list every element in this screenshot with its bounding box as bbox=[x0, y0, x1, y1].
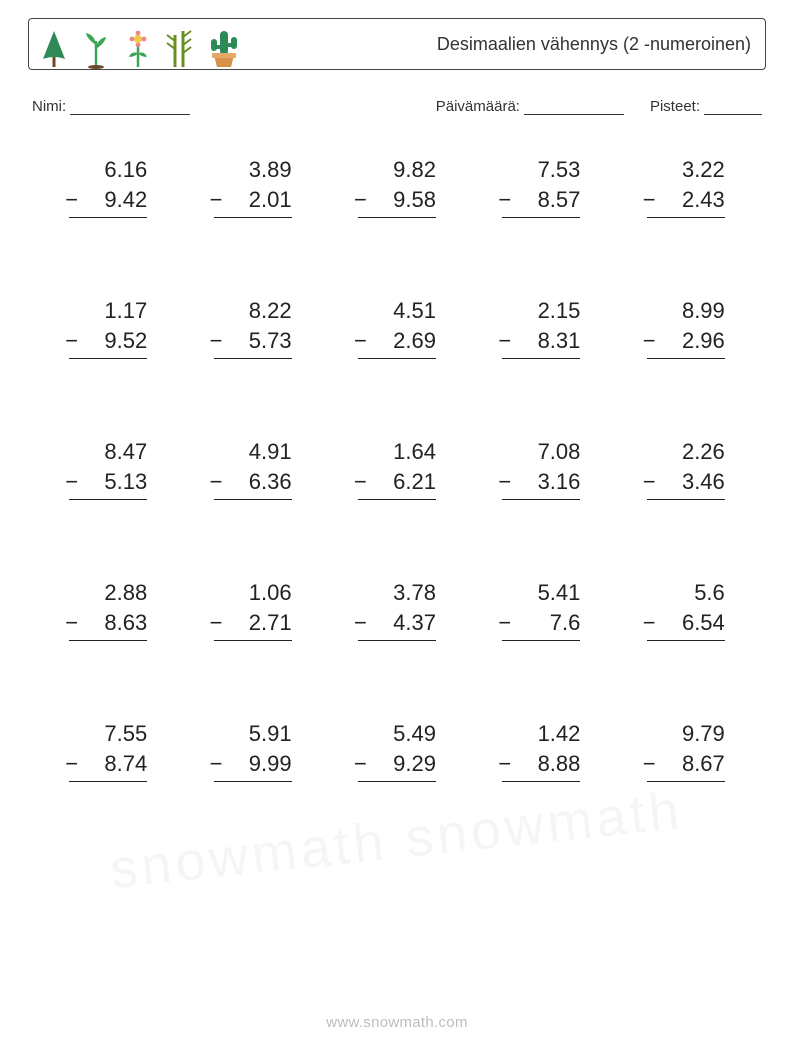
subtrahend: 9.99 bbox=[214, 749, 292, 782]
subtrahend: 9.52 bbox=[69, 326, 147, 359]
worksheet-page: Desimaalien vähennys (2 -numeroinen) Nim… bbox=[0, 0, 794, 1053]
subtrahend: 8.31 bbox=[502, 326, 580, 359]
minuend: 1.17 bbox=[69, 296, 147, 326]
minuend: 5.41 bbox=[502, 578, 580, 608]
problems-grid: 6.169.423.892.019.829.587.538.573.222.43… bbox=[28, 155, 766, 782]
minuend: 5.6 bbox=[647, 578, 725, 608]
problem: 7.083.16 bbox=[469, 437, 613, 500]
problem: 7.558.74 bbox=[36, 719, 180, 782]
subtrahend: 5.13 bbox=[69, 467, 147, 500]
minuend: 3.78 bbox=[358, 578, 436, 608]
subtrahend: 2.69 bbox=[358, 326, 436, 359]
subtrahend: 6.54 bbox=[647, 608, 725, 641]
minuend: 2.88 bbox=[69, 578, 147, 608]
minuend: 3.22 bbox=[647, 155, 725, 185]
problem: 4.512.69 bbox=[325, 296, 469, 359]
worksheet-title: Desimaalien vähennys (2 -numeroinen) bbox=[437, 34, 751, 55]
date-blank bbox=[524, 100, 624, 115]
header: Desimaalien vähennys (2 -numeroinen) bbox=[28, 18, 766, 70]
subtrahend: 2.96 bbox=[647, 326, 725, 359]
tree-icon bbox=[39, 29, 69, 69]
minuend: 8.99 bbox=[647, 296, 725, 326]
minuend: 7.08 bbox=[502, 437, 580, 467]
subtrahend: 2.01 bbox=[214, 185, 292, 218]
subtrahend: 8.57 bbox=[502, 185, 580, 218]
info-row: Nimi: Päivämäärä: Pisteet: bbox=[32, 98, 762, 115]
problem: 1.646.21 bbox=[325, 437, 469, 500]
problem: 8.475.13 bbox=[36, 437, 180, 500]
problem: 2.263.46 bbox=[614, 437, 758, 500]
score-label: Pisteet: bbox=[650, 98, 700, 115]
name-field: Nimi: bbox=[32, 98, 190, 115]
minuend: 4.91 bbox=[214, 437, 292, 467]
minuend: 1.64 bbox=[358, 437, 436, 467]
subtrahend: 9.29 bbox=[358, 749, 436, 782]
problem: 3.784.37 bbox=[325, 578, 469, 641]
score-blank bbox=[704, 100, 762, 115]
score-field: Pisteet: bbox=[650, 98, 762, 115]
minuend: 9.82 bbox=[358, 155, 436, 185]
subtrahend: 7.6 bbox=[502, 608, 580, 641]
minuend: 5.91 bbox=[214, 719, 292, 749]
minuend: 6.16 bbox=[69, 155, 147, 185]
bamboo-icon bbox=[165, 29, 195, 69]
problem: 8.225.73 bbox=[180, 296, 324, 359]
problem: 6.169.42 bbox=[36, 155, 180, 218]
subtrahend: 8.67 bbox=[647, 749, 725, 782]
subtrahend: 9.58 bbox=[358, 185, 436, 218]
problem: 5.66.54 bbox=[614, 578, 758, 641]
subtrahend: 8.74 bbox=[69, 749, 147, 782]
problem: 1.179.52 bbox=[36, 296, 180, 359]
subtrahend: 8.88 bbox=[502, 749, 580, 782]
minuend: 8.47 bbox=[69, 437, 147, 467]
header-icons bbox=[39, 19, 241, 69]
subtrahend: 5.73 bbox=[214, 326, 292, 359]
problem: 2.888.63 bbox=[36, 578, 180, 641]
problem: 3.892.01 bbox=[180, 155, 324, 218]
minuend: 7.53 bbox=[502, 155, 580, 185]
subtrahend: 2.43 bbox=[647, 185, 725, 218]
problem: 8.992.96 bbox=[614, 296, 758, 359]
problem: 1.062.71 bbox=[180, 578, 324, 641]
subtrahend: 6.21 bbox=[358, 467, 436, 500]
problem: 7.538.57 bbox=[469, 155, 613, 218]
problem: 3.222.43 bbox=[614, 155, 758, 218]
minuend: 7.55 bbox=[69, 719, 147, 749]
minuend: 9.79 bbox=[647, 719, 725, 749]
problem: 9.829.58 bbox=[325, 155, 469, 218]
subtrahend: 9.42 bbox=[69, 185, 147, 218]
subtrahend: 3.46 bbox=[647, 467, 725, 500]
name-label: Nimi: bbox=[32, 98, 66, 115]
subtrahend: 8.63 bbox=[69, 608, 147, 641]
minuend: 5.49 bbox=[358, 719, 436, 749]
problem: 1.428.88 bbox=[469, 719, 613, 782]
problem: 5.417.6 bbox=[469, 578, 613, 641]
subtrahend: 2.71 bbox=[214, 608, 292, 641]
name-blank bbox=[70, 100, 190, 115]
subtrahend: 4.37 bbox=[358, 608, 436, 641]
subtrahend: 6.36 bbox=[214, 467, 292, 500]
watermark: snowmath snowmath bbox=[0, 770, 794, 910]
minuend: 2.15 bbox=[502, 296, 580, 326]
date-field: Päivämäärä: bbox=[436, 98, 624, 115]
minuend: 1.06 bbox=[214, 578, 292, 608]
problem: 9.798.67 bbox=[614, 719, 758, 782]
problem: 5.499.29 bbox=[325, 719, 469, 782]
flower-icon bbox=[123, 29, 153, 69]
problem: 5.919.99 bbox=[180, 719, 324, 782]
minuend: 8.22 bbox=[214, 296, 292, 326]
minuend: 3.89 bbox=[214, 155, 292, 185]
subtrahend: 3.16 bbox=[502, 467, 580, 500]
minuend: 1.42 bbox=[502, 719, 580, 749]
sprout-icon bbox=[81, 29, 111, 69]
cactus-icon bbox=[207, 27, 241, 69]
problem: 2.158.31 bbox=[469, 296, 613, 359]
minuend: 2.26 bbox=[647, 437, 725, 467]
minuend: 4.51 bbox=[358, 296, 436, 326]
problem: 4.916.36 bbox=[180, 437, 324, 500]
date-label: Päivämäärä: bbox=[436, 98, 520, 115]
footer-link: www.snowmath.com bbox=[0, 1014, 794, 1031]
